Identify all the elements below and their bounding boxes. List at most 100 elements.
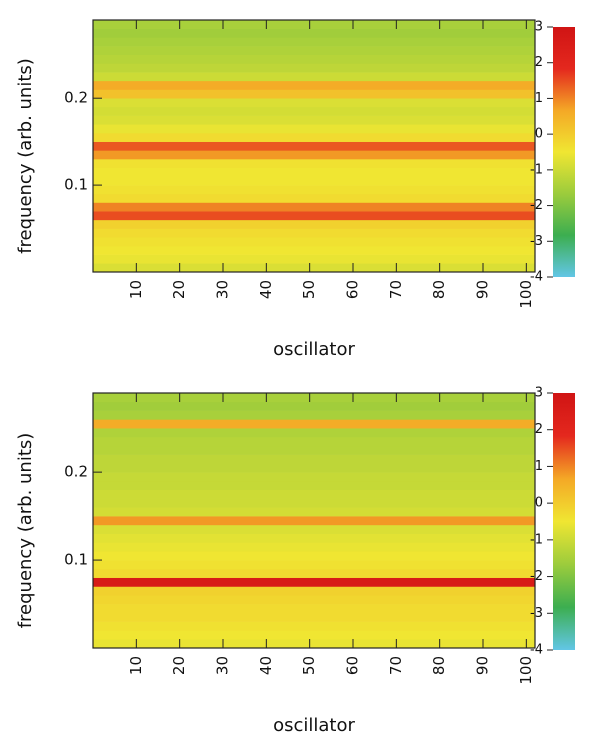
heatmap-band xyxy=(93,524,535,534)
x-tick-label: 70 xyxy=(387,656,405,675)
x-tick-label: 100 xyxy=(517,280,535,309)
y-axis-label: frequency (arb. units) xyxy=(15,58,36,254)
plot-frame xyxy=(92,392,536,649)
colorbar-tick-label: 3 xyxy=(535,386,543,401)
x-tick-label: 10 xyxy=(127,656,145,675)
colorbar-tick-label: 1 xyxy=(535,91,543,106)
heatmap-band xyxy=(93,507,535,517)
heatmap-band xyxy=(93,621,535,631)
heatmap-band xyxy=(93,568,535,578)
x-tick-label: 40 xyxy=(257,656,275,675)
heatmap-band xyxy=(93,445,535,455)
heatmap-band xyxy=(93,106,535,116)
heatmap-band xyxy=(93,176,535,186)
colorbar xyxy=(553,27,575,277)
heatmap-band xyxy=(93,560,535,570)
heatmap-band xyxy=(93,498,535,508)
x-tick-label: 20 xyxy=(170,656,188,675)
heatmap-band xyxy=(93,159,535,169)
heatmap-band xyxy=(93,63,535,73)
x-tick-label: 50 xyxy=(300,656,318,675)
x-tick-label: 20 xyxy=(170,280,188,299)
heatmap-band xyxy=(93,89,535,99)
heatmap-band xyxy=(93,124,535,134)
y-tick-label: 0.1 xyxy=(64,551,88,569)
colorbar-tick-label: -4 xyxy=(530,643,543,658)
heatmap-band xyxy=(93,410,535,420)
heatmap-band xyxy=(93,436,535,447)
x-tick-label: 90 xyxy=(474,656,492,675)
y-tick-label: 0.2 xyxy=(64,463,88,481)
x-tick-label: 50 xyxy=(300,280,318,299)
colorbar-tick-label: -2 xyxy=(530,198,543,213)
heatmap-band xyxy=(93,463,535,473)
x-tick-label: 30 xyxy=(214,280,232,299)
y-axis-label: frequency (arb. units) xyxy=(15,433,36,629)
colorbar-tick-label: -3 xyxy=(530,606,543,621)
heatmap-band xyxy=(93,551,535,561)
heatmap-band xyxy=(93,419,535,429)
heatmap-band xyxy=(93,193,535,203)
plot-frame xyxy=(92,19,536,273)
y-tick-label: 0.1 xyxy=(64,176,88,194)
colorbar-tick-label: 2 xyxy=(535,422,543,437)
x-tick-label: 40 xyxy=(257,280,275,299)
heatmap-band xyxy=(93,20,535,29)
heatmap-band xyxy=(93,211,535,221)
colorbar-tick-label: -2 xyxy=(530,569,543,584)
heatmap-band xyxy=(93,141,535,151)
x-tick-label: 70 xyxy=(387,280,405,299)
heatmap-band xyxy=(93,533,535,543)
heatmap-band xyxy=(93,489,535,499)
heatmap-band xyxy=(93,542,535,552)
heatmap-band xyxy=(93,72,535,82)
heatmap-band xyxy=(93,185,535,195)
heatmap-band xyxy=(93,37,535,47)
heatmap-band xyxy=(93,577,535,587)
heatmap-band xyxy=(93,401,535,411)
heatmap-band xyxy=(93,150,535,160)
heatmap-band xyxy=(93,167,535,177)
x-tick-label: 60 xyxy=(344,656,362,675)
x-tick-label: 10 xyxy=(127,280,145,299)
colorbar-tick-label: 0 xyxy=(535,127,543,142)
heatmap-band xyxy=(93,612,535,622)
heatmap-band xyxy=(93,480,535,491)
colorbar xyxy=(553,393,575,650)
heatmap-band xyxy=(93,263,535,273)
heatmap-band xyxy=(93,80,535,90)
heatmap-band xyxy=(93,393,535,403)
x-axis-label: oscillator xyxy=(273,715,355,736)
x-tick-label: 80 xyxy=(430,656,448,675)
x-tick-label: 30 xyxy=(214,656,232,675)
heatmap-band xyxy=(93,595,535,605)
heatmap-band xyxy=(93,202,535,212)
heatmap-band xyxy=(93,604,535,614)
colorbar-tick-label: -4 xyxy=(530,270,543,285)
x-axis-label: oscillator xyxy=(273,339,355,360)
heatmap-band xyxy=(93,428,535,438)
heatmap-band xyxy=(93,115,535,125)
heatmap-band xyxy=(93,254,535,264)
x-tick-label: 90 xyxy=(474,280,492,299)
colorbar-tick-label: -1 xyxy=(530,162,543,177)
heatmap-band xyxy=(93,586,535,596)
colorbar-tick-label: 3 xyxy=(535,20,543,35)
colorbar-tick-label: 0 xyxy=(535,496,543,511)
heatmap-band xyxy=(93,237,535,247)
heatmap-band xyxy=(93,54,535,64)
heatmap-band xyxy=(93,472,535,482)
heatmap-band xyxy=(93,516,535,526)
colorbar-tick-label: 1 xyxy=(535,459,543,474)
heatmap-band xyxy=(93,245,535,255)
heatmap-band xyxy=(93,219,535,229)
heatmap-band xyxy=(93,132,535,142)
heatmap-band xyxy=(93,98,535,108)
heatmap-band xyxy=(93,228,535,238)
heatmap-band xyxy=(93,630,535,640)
colorbar-tick-label: -3 xyxy=(530,234,543,249)
x-tick-label: 80 xyxy=(430,280,448,299)
heatmap-band xyxy=(93,46,535,56)
x-tick-label: 60 xyxy=(344,280,362,299)
